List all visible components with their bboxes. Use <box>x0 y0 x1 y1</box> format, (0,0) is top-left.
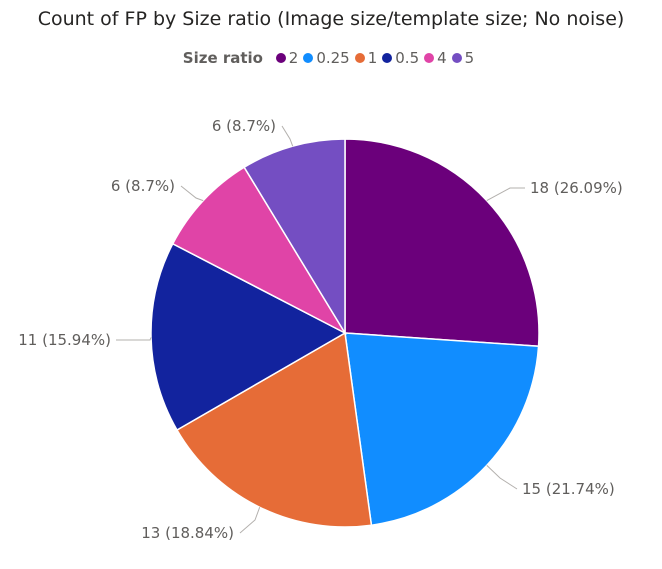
leader-line <box>116 337 152 341</box>
legend-title: Size ratio <box>182 49 263 67</box>
legend-swatch <box>451 53 462 63</box>
data-label-1: 13 (18.84%) <box>141 524 234 542</box>
leader-line <box>486 187 525 202</box>
pie-slice-0-25[interactable] <box>344 332 540 527</box>
legend-label: 2 <box>288 49 299 67</box>
legend-label: 5 <box>464 49 475 67</box>
pie-slice-2[interactable] <box>344 138 540 348</box>
pie-slice-4[interactable] <box>171 166 348 335</box>
slice-labels: 18 (26.09%) 15 (21.74%) 13 (18.84%) 11 (15.… <box>18 117 623 542</box>
chart-title: Count of FP by Size ratio (Image size/te… <box>37 8 625 30</box>
legend-item-0-25[interactable]: 0.25 <box>303 49 350 67</box>
legend: Size ratio 2 0.25 1 0.5 4 5 <box>0 49 662 67</box>
legend-label: 1 <box>367 49 378 67</box>
legend-item-2[interactable]: 2 <box>275 49 299 67</box>
pie-slices <box>150 138 540 528</box>
legend-swatch <box>275 53 286 63</box>
leader-line <box>486 465 518 490</box>
data-label-0-25: 15 (21.74%) <box>522 480 615 498</box>
data-label-0-5: 11 (15.94%) <box>18 331 111 349</box>
legend-swatch <box>354 53 365 63</box>
legend-swatch <box>303 53 314 63</box>
legend-item-4[interactable]: 4 <box>424 49 447 67</box>
legend-swatch <box>382 53 393 63</box>
data-label-5: 6 (8.7%) <box>212 117 276 135</box>
leader-line <box>239 507 261 534</box>
legend-item-0-5[interactable]: 0.5 <box>382 49 419 67</box>
leader-lines <box>116 125 525 534</box>
legend-label: 0.25 <box>316 49 350 67</box>
data-label-4: 6 (8.7%) <box>111 177 175 195</box>
legend-item-1[interactable]: 1 <box>354 49 378 67</box>
legend-label: 4 <box>437 49 447 67</box>
leader-line <box>180 185 204 202</box>
legend-item-5[interactable]: 5 <box>451 49 475 67</box>
data-label-2: 18 (26.09%) <box>530 179 623 197</box>
legend-swatch <box>424 53 435 63</box>
legend-items: 2 0.25 1 0.5 4 5 <box>275 49 479 67</box>
legend-label: 0.5 <box>395 49 420 67</box>
leader-line <box>281 125 294 147</box>
